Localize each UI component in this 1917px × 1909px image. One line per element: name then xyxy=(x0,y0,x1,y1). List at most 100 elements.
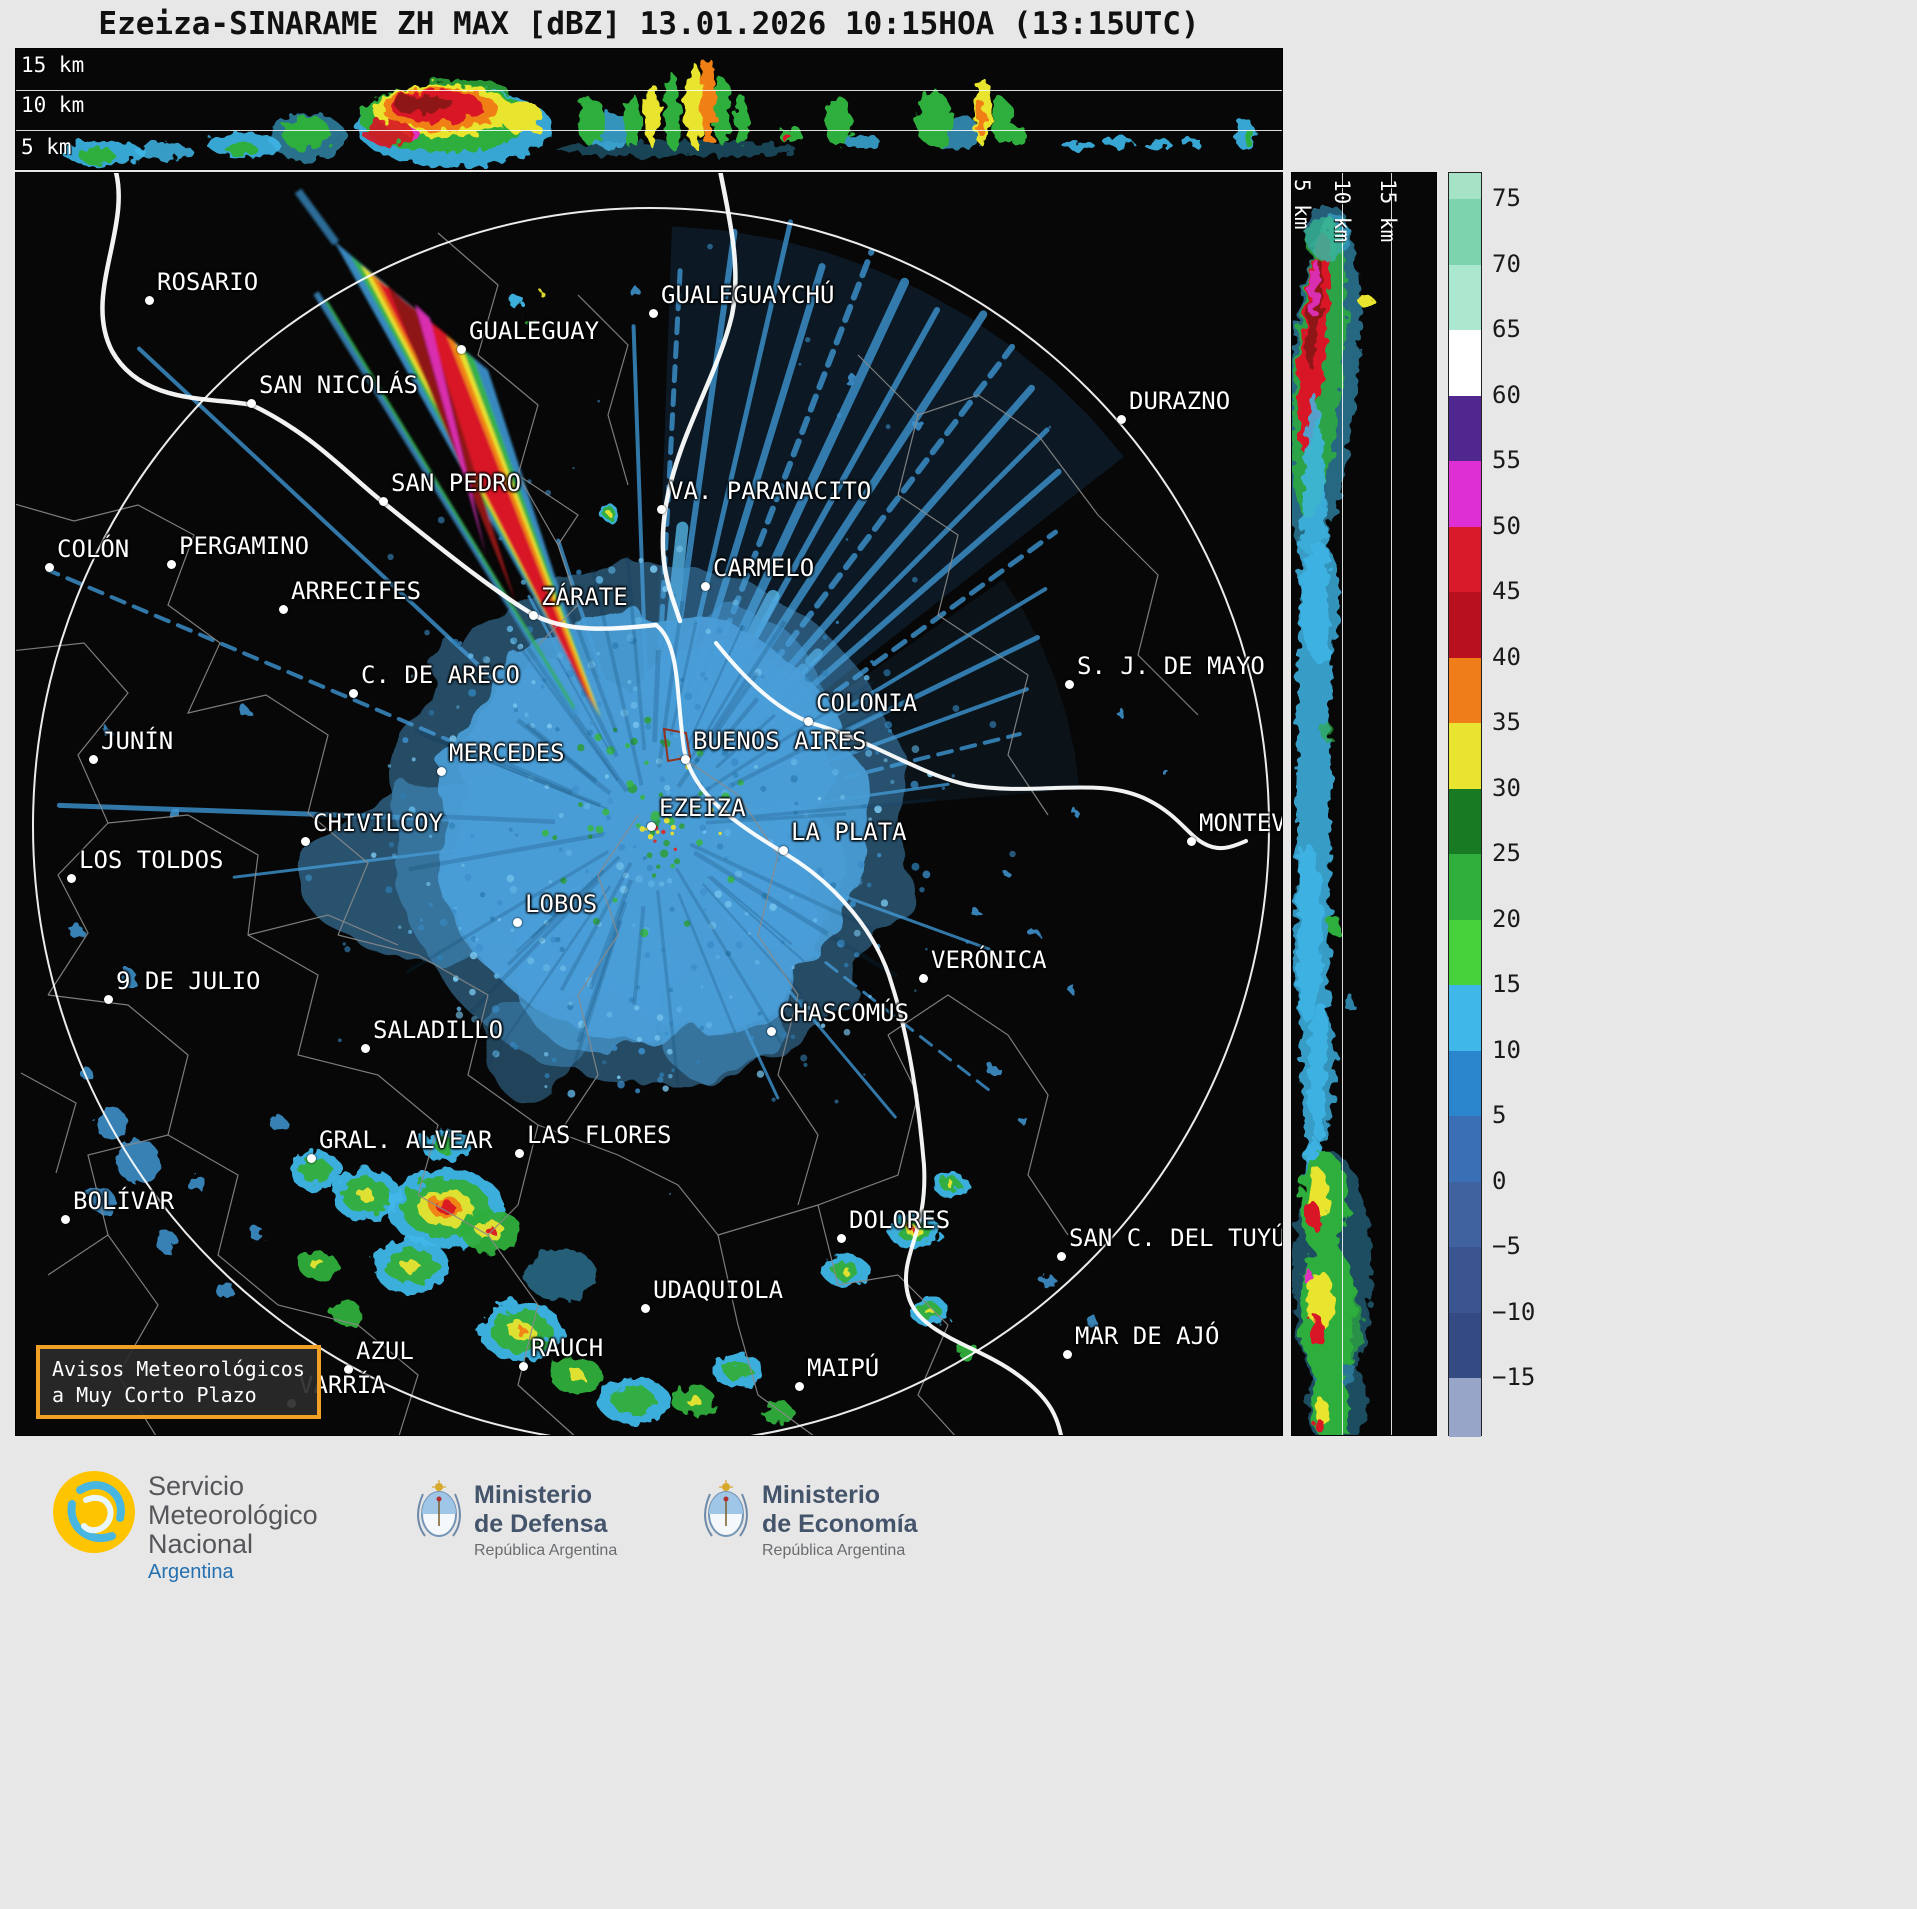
city-label: JUNÍN xyxy=(101,727,174,755)
city-dot xyxy=(45,563,54,572)
city-label: PERGAMINO xyxy=(179,532,310,560)
ministry-defensa: Ministerio de Defensa República Argentin… xyxy=(474,1481,617,1560)
city-label: BUENOS AIRES xyxy=(693,727,867,755)
city-label: MAIPÚ xyxy=(807,1354,880,1382)
city-dot xyxy=(247,399,256,408)
colorbar-tick-label: 65 xyxy=(1492,315,1521,343)
smn-line-2: Meteorológico xyxy=(148,1500,318,1530)
colorbar-tick-label: 10 xyxy=(1492,1035,1521,1064)
colorbar-tick-label: 30 xyxy=(1492,773,1521,802)
city-dot xyxy=(837,1234,846,1243)
colorbar-tick-label: 60 xyxy=(1492,380,1521,409)
city-label: LOBOS xyxy=(525,890,598,918)
city-dot xyxy=(1063,1350,1072,1359)
height-label-10km: 10 km xyxy=(21,93,85,117)
city-label: CARMELO xyxy=(713,554,815,582)
city-dot xyxy=(919,974,928,983)
defensa-crest xyxy=(417,1480,461,1537)
city-label: SAN NICOLÁS xyxy=(259,371,418,399)
colorbar-tick-label: 15 xyxy=(1492,970,1521,998)
colorbar-segment xyxy=(1449,1050,1481,1116)
colorbar-segment xyxy=(1449,723,1481,789)
city-dot xyxy=(795,1382,804,1391)
gridline-10km-v xyxy=(1342,173,1343,1435)
colorbar-tick-label: 70 xyxy=(1492,249,1521,278)
height-label-15km: 15 km xyxy=(21,53,85,77)
economia-crest xyxy=(704,1480,748,1537)
colorbar-segment xyxy=(1449,526,1481,592)
admin-borders xyxy=(16,232,1199,1435)
colorbar-tick-label: 20 xyxy=(1492,904,1521,933)
city-label: EZEIZA xyxy=(659,794,746,822)
colorbar-tick-label: 0 xyxy=(1492,1166,1507,1195)
city-dot xyxy=(1117,415,1126,424)
colorbar-tick-label: 35 xyxy=(1492,708,1521,736)
city-label: GUALEGUAYCHÚ xyxy=(661,281,835,309)
gridline-5km xyxy=(16,130,1282,131)
city-label: SAN PEDRO xyxy=(391,469,522,497)
city-dot xyxy=(457,345,466,354)
city-label: LA PLATA xyxy=(791,818,907,846)
city-dot xyxy=(779,846,788,855)
central-echo-texture xyxy=(305,243,1052,1195)
smn-country: Argentina xyxy=(148,1561,234,1583)
city-label: CHASCOMÚS xyxy=(779,999,910,1027)
city-dot xyxy=(529,611,538,620)
colorbar-tick-label: 5 xyxy=(1492,1101,1507,1129)
city-dot xyxy=(1057,1252,1066,1261)
colorbar-segment xyxy=(1449,1247,1481,1313)
defensa-line-2: de Defensa xyxy=(474,1510,608,1538)
city-dot xyxy=(61,1215,70,1224)
alert-box[interactable]: Avisos Meteorológicos a Muy Corto Plazo xyxy=(36,1345,321,1419)
city-dot xyxy=(279,605,288,614)
height-label-5km-v: 5 km xyxy=(1291,179,1314,230)
city-dot xyxy=(89,755,98,764)
height-label-15km-v: 15 km xyxy=(1376,179,1400,243)
city-label: DURAZNO xyxy=(1129,387,1231,415)
defensa-line-1: Ministerio xyxy=(474,1481,593,1509)
dbz-colorbar xyxy=(1448,172,1482,1437)
nw-interference-spike xyxy=(294,188,601,718)
city-dot xyxy=(67,874,76,883)
colorbar-tick-label: −10 xyxy=(1492,1297,1536,1326)
height-label-5km: 5 km xyxy=(21,135,72,159)
colorbar-tick-label: −5 xyxy=(1492,1232,1521,1260)
gridline-15km-v xyxy=(1391,173,1392,1435)
colorbar-segment xyxy=(1449,173,1481,199)
right-profile-echoes xyxy=(1292,205,1374,1435)
city-label: SALADILLO xyxy=(373,1016,504,1044)
colorbar-segment xyxy=(1449,1312,1481,1378)
city-label: SAN C. DEL TUYÚ xyxy=(1069,1224,1283,1252)
city-dot xyxy=(515,1149,524,1158)
city-dot xyxy=(344,1365,353,1374)
range-ring xyxy=(32,207,1270,1435)
city-dot xyxy=(519,1362,528,1371)
city-label: COLÓN xyxy=(57,535,130,563)
city-dot xyxy=(681,755,690,764)
city-dot xyxy=(437,767,446,776)
right-height-profile-panel: 5 km 10 km 15 km xyxy=(1291,172,1437,1436)
main-radar-map-panel: ROSARIO GUALEGUAYCHÚ GUALEGUAY SAN NICOLÁS D… xyxy=(15,172,1283,1436)
city-label: 9 DE JULIO xyxy=(116,967,261,995)
colorbar-tick-label: 75 xyxy=(1492,184,1521,212)
colorbar-segment xyxy=(1449,1378,1481,1437)
city-label: GRAL. ALVEAR xyxy=(319,1126,493,1154)
city-dot xyxy=(647,822,656,831)
colorbar-segment xyxy=(1449,985,1481,1051)
city-label: ZÁRATE xyxy=(541,583,628,611)
city-label: ARRECIFES xyxy=(291,577,422,605)
smn-line-3: Nacional xyxy=(148,1529,254,1559)
top-profile-echoes xyxy=(62,57,1256,167)
city-label: AZUL xyxy=(356,1337,414,1365)
colorbar-segment xyxy=(1449,199,1481,265)
city-label: C. DE ARECO xyxy=(361,661,520,689)
colorbar-segment xyxy=(1449,657,1481,723)
economia-line-1: Ministerio xyxy=(762,1481,881,1509)
southern-storm-cells xyxy=(290,293,979,1425)
alert-line-2: a Muy Corto Plazo xyxy=(52,1383,257,1407)
height-label-10km-v: 10 km xyxy=(1330,179,1354,243)
smn-wordmark: Servicio Meteorológico Nacional Argentin… xyxy=(148,1472,318,1584)
city-label: MONTEV xyxy=(1199,809,1283,837)
city-dot xyxy=(641,1304,650,1313)
city-label: LAS FLORES xyxy=(527,1121,672,1149)
